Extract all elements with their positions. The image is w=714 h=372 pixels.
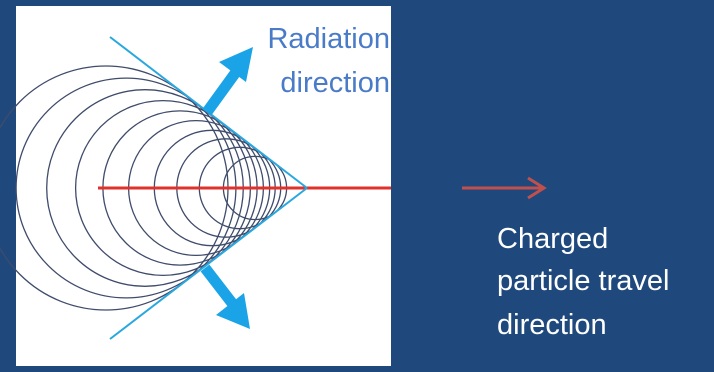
travel-label-line-3: direction [497, 309, 607, 341]
travel-direction-arrow-icon [462, 176, 547, 200]
radiation-label-line-2: direction [280, 67, 390, 99]
travel-label-line-1: Charged [497, 223, 609, 255]
travel-label-line-2: particle travel [497, 265, 670, 297]
radiation-arrow-down-icon [200, 264, 250, 329]
diagram-panel [16, 6, 391, 366]
cone-lower-edge [109, 187, 308, 340]
radiation-label-line-1: Radiation [267, 23, 390, 55]
radiation-arrow-up-icon [202, 47, 253, 116]
